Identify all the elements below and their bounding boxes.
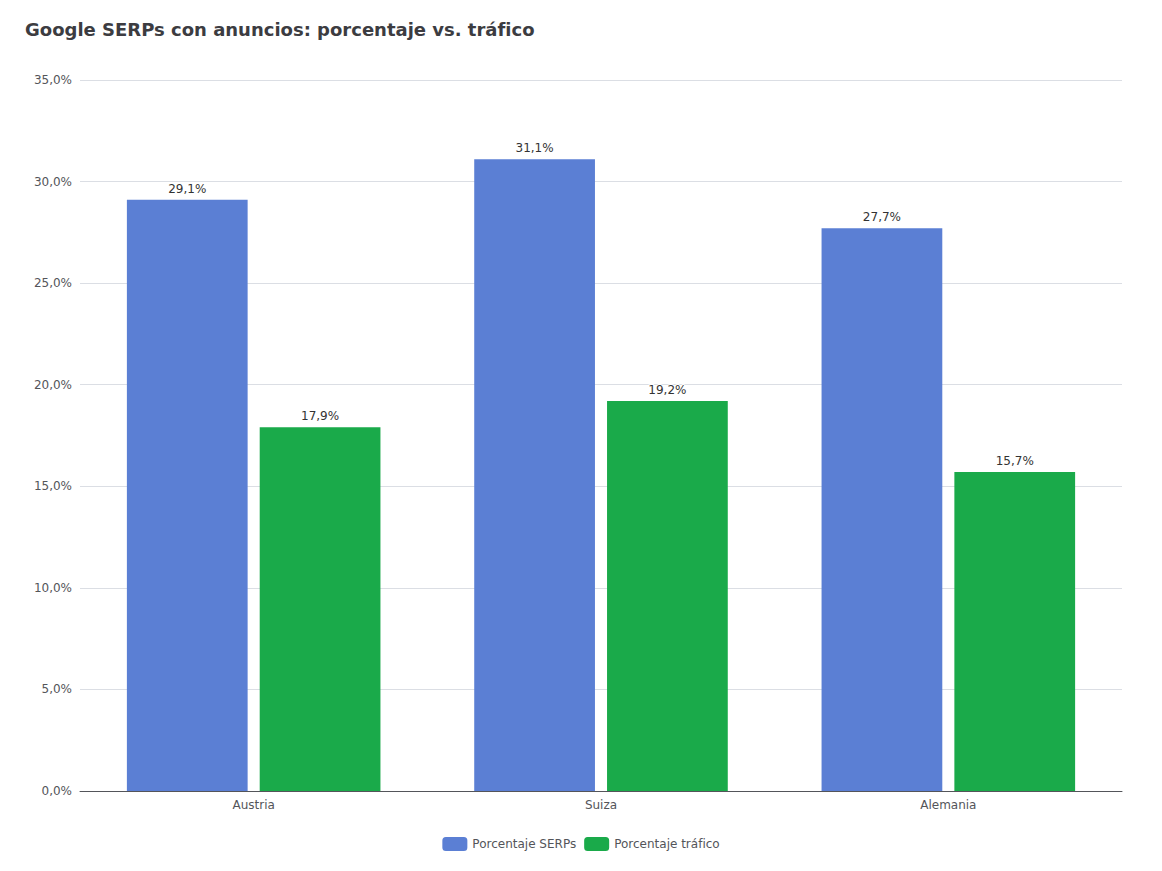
svg-text:35,0%: 35,0% [34, 73, 72, 87]
svg-text:15,7%: 15,7% [996, 454, 1034, 468]
svg-text:17,9%: 17,9% [301, 409, 339, 423]
svg-text:Porcentaje tráfico: Porcentaje tráfico [614, 837, 720, 851]
svg-text:10,0%: 10,0% [34, 581, 72, 595]
svg-text:31,1%: 31,1% [516, 141, 554, 155]
svg-text:Porcentaje SERPs: Porcentaje SERPs [472, 837, 576, 851]
svg-text:Austria: Austria [232, 798, 274, 812]
svg-text:15,0%: 15,0% [34, 479, 72, 493]
svg-text:0,0%: 0,0% [42, 784, 73, 798]
svg-text:29,1%: 29,1% [168, 182, 206, 196]
svg-text:Suiza: Suiza [585, 798, 617, 812]
svg-text:30,0%: 30,0% [34, 175, 72, 189]
svg-text:5,0%: 5,0% [42, 682, 73, 696]
svg-text:27,7%: 27,7% [863, 210, 901, 224]
svg-text:Alemania: Alemania [920, 798, 976, 812]
svg-text:25,0%: 25,0% [34, 276, 72, 290]
svg-text:20,0%: 20,0% [34, 378, 72, 392]
svg-text:19,2%: 19,2% [648, 383, 686, 397]
svg-text:Google SERPs con anuncios: por: Google SERPs con anuncios: porcentaje vs… [25, 19, 535, 40]
